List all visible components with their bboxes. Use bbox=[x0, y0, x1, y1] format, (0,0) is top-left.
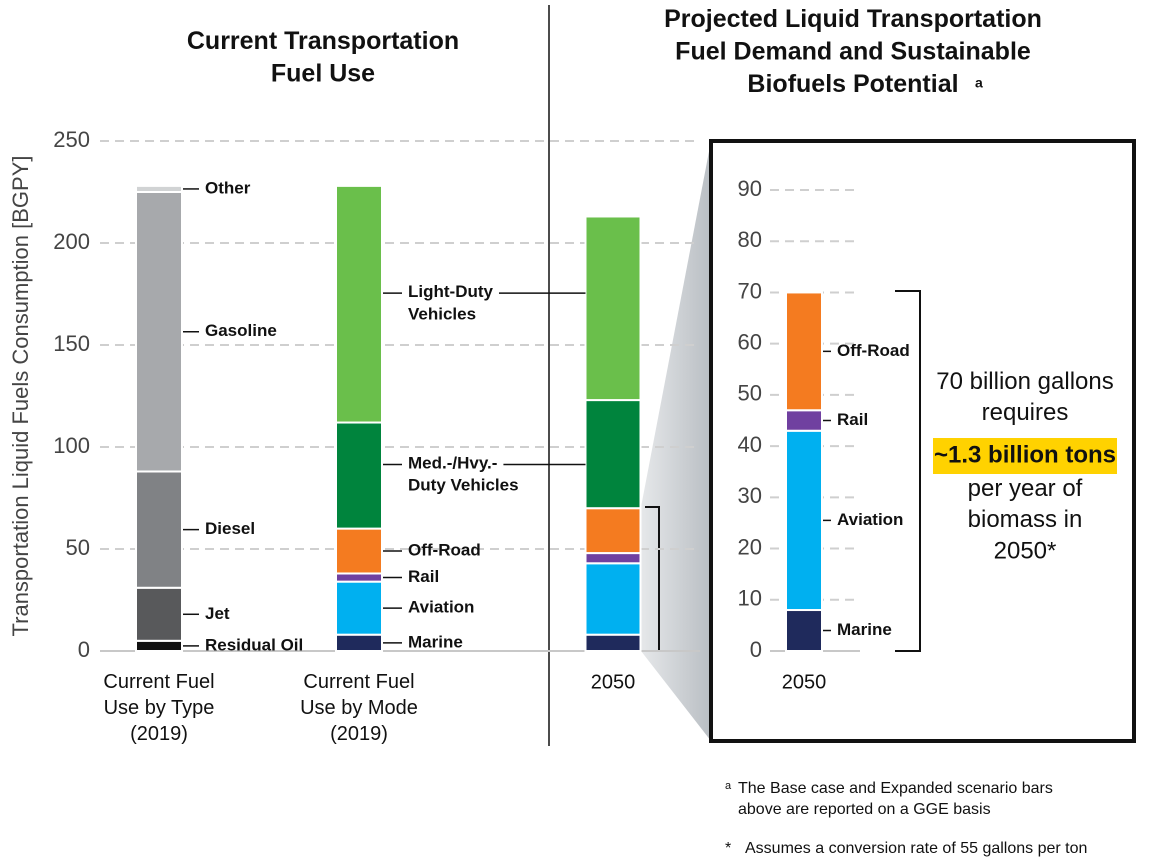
callout: per year of biomass in 2050* bbox=[968, 475, 1083, 564]
footnote-mark: * bbox=[725, 840, 731, 857]
bar-segment bbox=[335, 580, 383, 636]
left-title: Current Transportation Fuel Use bbox=[187, 27, 459, 88]
callout-highlight: ~1.3 billion tons bbox=[934, 441, 1116, 468]
right-title: Projected Liquid Transportation Fuel Dema… bbox=[664, 5, 1042, 98]
y-tick-label: 20 bbox=[738, 534, 762, 559]
bar-segment bbox=[785, 429, 823, 612]
segment-label: Light-Duty Vehicles bbox=[408, 283, 494, 324]
bar-segment bbox=[335, 421, 383, 530]
x-tick-label: 2050 bbox=[591, 671, 636, 693]
segment-label: Other bbox=[205, 178, 251, 197]
y-tick-label: 0 bbox=[750, 637, 762, 662]
bar-segment bbox=[584, 215, 642, 402]
x-tick-label: Current Fuel Use by Type (2019) bbox=[103, 671, 214, 745]
segment-label: Off-Road bbox=[408, 541, 481, 560]
callout: 70 billion gallons requires bbox=[936, 368, 1113, 426]
y-tick-label: 150 bbox=[53, 331, 90, 356]
segment-label: Med.-/Hvy.-Duty Vehicles bbox=[408, 454, 519, 495]
bar-segment bbox=[335, 184, 383, 424]
bar-segment bbox=[584, 562, 642, 636]
bar-segment bbox=[335, 572, 383, 583]
bar-segment bbox=[584, 507, 642, 555]
bar-segment bbox=[135, 191, 183, 473]
y-tick-label: 0 bbox=[78, 637, 90, 662]
segment-label: Residual Oil bbox=[205, 635, 303, 654]
segment-label: Rail bbox=[837, 410, 868, 429]
y-tick-label: 250 bbox=[53, 127, 90, 152]
bar-segment bbox=[584, 633, 642, 652]
segment-label: Aviation bbox=[837, 510, 903, 529]
segment-label: Jet bbox=[205, 604, 230, 623]
y-tick-label: 90 bbox=[738, 176, 762, 201]
y-axis-label: Transportation Liquid Fuels Consumption … bbox=[8, 156, 33, 637]
bar-segment bbox=[584, 399, 642, 510]
y-tick-label: 10 bbox=[738, 586, 762, 611]
segment-label: Diesel bbox=[205, 519, 255, 538]
y-tick-label: 40 bbox=[738, 432, 762, 457]
footnote: Assumes a conversion rate of 55 gallons … bbox=[745, 840, 1087, 857]
segment-label: Gasoline bbox=[205, 321, 277, 340]
y-tick-label: 200 bbox=[53, 229, 90, 254]
x-tick-label: 2050 bbox=[782, 671, 827, 693]
y-tick-label: 50 bbox=[66, 535, 90, 560]
bar-segment bbox=[785, 609, 823, 652]
footnote: The Base case and Expanded scenario bars… bbox=[738, 780, 1053, 818]
bracket bbox=[895, 290, 921, 652]
x-tick-label: Current Fuel Use by Mode (2019) bbox=[300, 671, 418, 745]
y-tick-label: 80 bbox=[738, 227, 762, 252]
bar-segment bbox=[135, 470, 183, 589]
bar-segment bbox=[584, 552, 642, 565]
highlight bbox=[933, 438, 1117, 474]
y-tick-label: 100 bbox=[53, 433, 90, 458]
bar-segment bbox=[785, 409, 823, 432]
segment-label: Aviation bbox=[408, 598, 474, 617]
y-tick-label: 30 bbox=[738, 483, 762, 508]
bar-segment bbox=[335, 633, 383, 652]
segment-label: Marine bbox=[408, 632, 463, 651]
segment-label: Off-Road bbox=[837, 341, 910, 360]
y-tick-label: 70 bbox=[738, 278, 762, 303]
bar-segment bbox=[135, 586, 183, 642]
y-tick-label: 50 bbox=[738, 381, 762, 406]
bar-segment bbox=[135, 639, 183, 652]
bar-segment bbox=[785, 291, 823, 412]
segment-label: Marine bbox=[837, 620, 892, 639]
segment-label: Rail bbox=[408, 567, 439, 586]
footnote-mark: a bbox=[725, 780, 732, 792]
bar-segment bbox=[135, 184, 183, 194]
title-note: a bbox=[975, 75, 983, 91]
bar-segment bbox=[335, 527, 383, 575]
y-tick-label: 60 bbox=[738, 329, 762, 354]
